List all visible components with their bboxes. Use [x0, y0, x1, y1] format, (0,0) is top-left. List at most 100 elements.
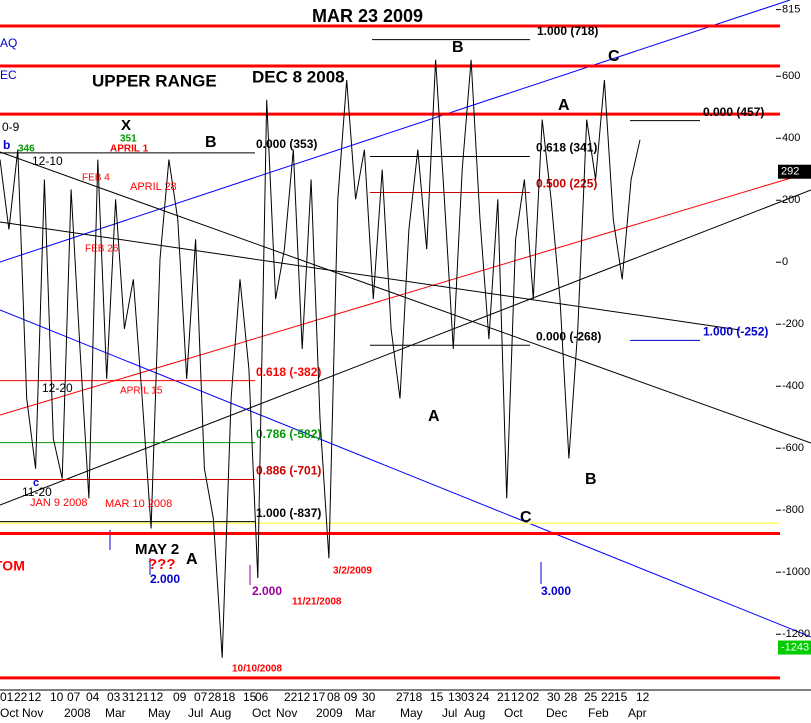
trend-line: [0, 309, 811, 638]
annotation: 11/21/2008: [292, 597, 342, 608]
annotation: APRIL 28: [130, 181, 177, 193]
x-day-label: 24: [476, 690, 490, 704]
fib-label: 0.000 (-268): [536, 329, 601, 343]
x-day-label: 01: [0, 690, 14, 704]
x-month-label: Aug: [210, 706, 231, 720]
trend-line: [0, 189, 811, 506]
fib-label: 0.618 (341): [536, 141, 597, 155]
y-tick-label: 600: [782, 70, 800, 82]
fib-label: 0.000 (457): [703, 105, 764, 119]
annotation: DEC 8 2008: [252, 67, 345, 86]
x-month-label: Feb: [588, 706, 609, 720]
value-tag: [778, 640, 811, 655]
y-tick-label: -800: [782, 504, 804, 516]
x-month-label: Mar: [105, 706, 126, 720]
x-month-label: Apr: [628, 706, 647, 720]
annotation: A: [428, 408, 440, 425]
x-day-label: 18: [222, 690, 236, 704]
annotation: APRIL 1: [110, 144, 149, 155]
annotation: 0-9: [2, 120, 20, 134]
x-day-label: 30: [362, 690, 376, 704]
y-tick-label: 400: [782, 132, 800, 144]
x-day-label: 09: [173, 690, 187, 704]
x-month-label: Oct: [252, 706, 271, 720]
annotation: FEB 4: [82, 173, 110, 184]
annotation: 351: [120, 134, 137, 145]
annotation: 3.000: [541, 584, 571, 598]
annotation: 11-20: [22, 485, 52, 499]
annotation: A: [558, 97, 570, 114]
annotation: 346: [18, 144, 35, 155]
annotation: 3/2/2009: [333, 566, 372, 577]
trend-line: [0, 0, 791, 263]
x-month-label: May: [148, 706, 171, 720]
x-day-label: 17: [312, 690, 326, 704]
value-tag-label: -1243: [781, 641, 809, 653]
x-day-label: 02: [526, 690, 540, 704]
fib-label: 0.618 (-382): [256, 365, 321, 379]
y-tick-label: 200: [782, 194, 800, 206]
x-month-label: Oct: [0, 706, 19, 720]
fib-label: 0.000 (353): [256, 137, 317, 151]
x-day-label: 21: [136, 690, 150, 704]
annotation: FEB 26: [85, 244, 119, 255]
fib-label: 1.000 (-837): [256, 506, 321, 520]
x-day-label: 15: [614, 690, 628, 704]
fib-label: 1.000 (718): [537, 24, 598, 38]
annotation: AQ: [0, 36, 17, 50]
annotation: B: [452, 39, 464, 56]
value-tag-label: 292: [781, 166, 799, 178]
annotation: X: [121, 117, 131, 134]
x-day-label: 12: [150, 690, 164, 704]
x-day-label: 28: [564, 690, 578, 704]
annotation: B: [585, 471, 597, 488]
x-month-label: Jul: [188, 706, 203, 720]
value-tag: [778, 164, 811, 179]
x-month-label: Aug: [464, 706, 485, 720]
x-day-label: 18: [409, 690, 423, 704]
annotation: UPPER RANGE: [92, 71, 217, 90]
x-month-label: 2009: [316, 706, 343, 720]
x-month-label: Jul: [442, 706, 457, 720]
x-day-label: 06: [255, 690, 269, 704]
x-day-label: 31: [122, 690, 136, 704]
annotation: MAY 2: [135, 541, 179, 558]
x-day-label: 07: [194, 690, 208, 704]
x-day-label: 12: [28, 690, 42, 704]
y-tick-label: -400: [782, 380, 804, 392]
x-month-label: 2008: [64, 706, 91, 720]
annotation: B: [205, 134, 217, 151]
y-tick-label: -1000: [782, 566, 810, 578]
x-day-label: 07: [67, 690, 81, 704]
annotation: TOM: [0, 558, 25, 574]
y-tick-label: -1200: [782, 628, 810, 640]
y-tick-label: 815: [782, 4, 800, 16]
y-tick-label: 0: [782, 256, 788, 268]
x-day-label: 25: [584, 690, 598, 704]
x-day-label: 21: [497, 690, 511, 704]
annotation: C: [520, 509, 532, 526]
y-tick-label: -200: [782, 318, 804, 330]
x-day-label: 27: [396, 690, 410, 704]
annotation: ???: [148, 556, 176, 573]
x-month-label: Nov: [276, 706, 297, 720]
annotation: EC: [0, 68, 17, 82]
fib-label: 0.786 (-582): [256, 427, 321, 441]
annotation: A: [186, 551, 198, 568]
annotation: MAR 10 2008: [105, 498, 172, 510]
fib-label: 1.000 (-252): [703, 325, 768, 339]
trend-line: [0, 221, 741, 331]
x-day-label: 04: [86, 690, 100, 704]
x-day-label: 22: [601, 690, 615, 704]
x-month-label: May: [400, 706, 423, 720]
x-day-label: 22: [284, 690, 298, 704]
x-day-label: 15: [430, 690, 444, 704]
x-day-label: 30: [547, 690, 561, 704]
annotation: 2.000: [252, 584, 282, 598]
x-day-label: 22: [14, 690, 28, 704]
x-month-label: Oct: [504, 706, 523, 720]
fib-label: 0.886 (-701): [256, 464, 321, 478]
annotation: MAR 23 2009: [312, 6, 423, 26]
annotation: 12-10: [32, 154, 63, 168]
